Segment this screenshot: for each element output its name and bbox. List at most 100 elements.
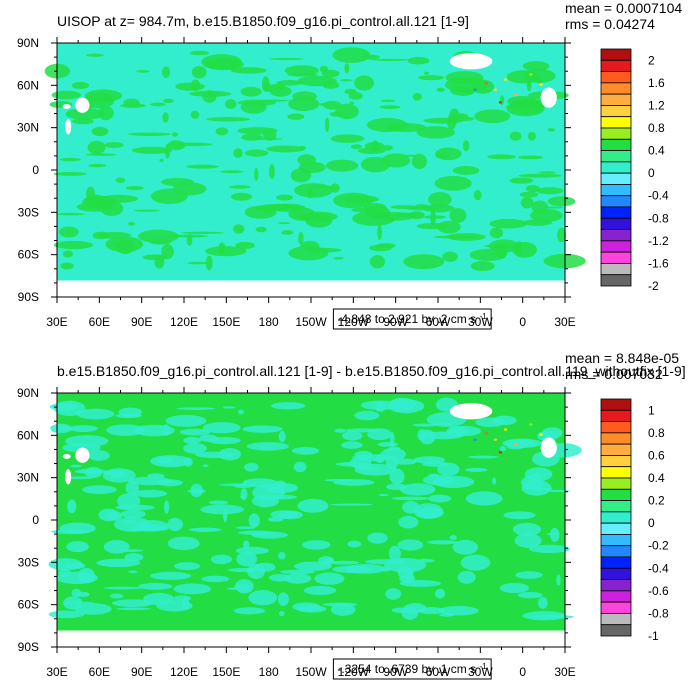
field-patch [349, 457, 372, 469]
field-patch [298, 231, 304, 245]
field-patch [264, 482, 298, 494]
field-patch [251, 531, 288, 539]
field-patch [407, 56, 430, 65]
field-patch [354, 75, 375, 91]
field-patch [284, 65, 319, 76]
field-patch [292, 602, 321, 612]
field-patch [82, 485, 117, 494]
field-patch [492, 477, 497, 485]
field-patch [434, 175, 472, 191]
colorbar-swatch [600, 432, 632, 445]
coast-blob [65, 469, 72, 485]
field-patch [380, 99, 396, 103]
field-patch [222, 406, 236, 409]
field-patch [449, 208, 467, 223]
speckle [504, 428, 508, 431]
y-tick-label: 60N [17, 428, 39, 442]
field-patch [60, 262, 74, 270]
field-patch [395, 212, 425, 218]
x-tick-label: 150E [212, 665, 240, 679]
speckle [539, 433, 543, 436]
field-patch [222, 508, 228, 523]
field-patch [85, 53, 104, 57]
speckle [473, 438, 477, 441]
field-patch [542, 206, 563, 209]
field-patch [412, 92, 422, 101]
colorbar-label: 0 [648, 166, 655, 180]
field-patch [128, 570, 138, 574]
y-tick-label: 90N [17, 36, 39, 50]
field-patch [334, 428, 347, 433]
field-patch [188, 527, 222, 532]
field-patch [547, 196, 576, 207]
range-label: -.3254 to .6739 by .1 cm s -1 [337, 662, 487, 676]
field-patch [174, 562, 201, 571]
colorbar-swatch [600, 240, 632, 253]
field-patch [71, 588, 82, 598]
y-tick-label: 60S [18, 598, 39, 612]
field-patch [515, 571, 543, 579]
field-patch [345, 563, 386, 574]
x-tick-label: 120W [338, 665, 370, 679]
field-patch [186, 164, 219, 169]
colorbar-swatch [600, 206, 632, 219]
field-patch [105, 236, 144, 253]
speckle [514, 93, 518, 96]
field-patch [413, 456, 446, 464]
field-patch [288, 96, 320, 112]
field-patch [364, 559, 408, 565]
coast-blob [65, 119, 72, 135]
field-patch [244, 205, 277, 219]
field-patch [125, 186, 144, 191]
coast-blob [75, 447, 90, 463]
field-patch [199, 434, 218, 442]
colorbar-swatch [600, 71, 632, 84]
field-patch [401, 606, 419, 620]
speckle [484, 432, 488, 435]
field-patch [277, 592, 289, 607]
field-patch [157, 479, 183, 487]
speckle [473, 88, 477, 91]
field-patch [378, 493, 389, 497]
field-patch [467, 455, 499, 459]
field-patch [53, 171, 87, 176]
speckle [529, 423, 533, 426]
field-patch [278, 551, 286, 560]
field-patch [319, 102, 330, 106]
colorbar-label: 0.8 [648, 426, 665, 440]
field-patch [487, 154, 516, 160]
colorbar-swatch [600, 601, 632, 614]
x-tick-label: 180 [259, 315, 279, 329]
field-patch [380, 447, 406, 461]
field-patch [235, 241, 255, 250]
field-patch [237, 99, 277, 106]
field-patch [270, 83, 286, 90]
colorbar-swatch [600, 421, 632, 434]
field-patch [74, 468, 107, 474]
field-patch [371, 58, 411, 61]
field-patch [109, 593, 124, 599]
field-patch [48, 610, 85, 619]
field-patch [387, 399, 425, 414]
field-patch [147, 473, 165, 479]
field-patch [278, 611, 285, 617]
field-patch [303, 585, 337, 595]
x-tick-label: 90W [383, 315, 408, 329]
field-patch [191, 65, 207, 79]
field-patch [517, 155, 544, 160]
field-patch [183, 436, 202, 445]
field-patch [417, 558, 435, 563]
field-patch [187, 261, 208, 265]
field-patch [278, 510, 303, 520]
y-tick-label: 30S [18, 555, 39, 569]
colorbar-swatch [600, 274, 632, 287]
field-patch [503, 511, 536, 520]
field-patch [255, 226, 267, 233]
colorbar-label: 0.6 [648, 448, 665, 462]
field-patch [499, 95, 505, 106]
x-tick-label: 60E [89, 665, 110, 679]
field-patch [63, 596, 83, 610]
field-patch [205, 255, 213, 271]
field-patch [246, 442, 290, 451]
field-patch [164, 500, 170, 514]
